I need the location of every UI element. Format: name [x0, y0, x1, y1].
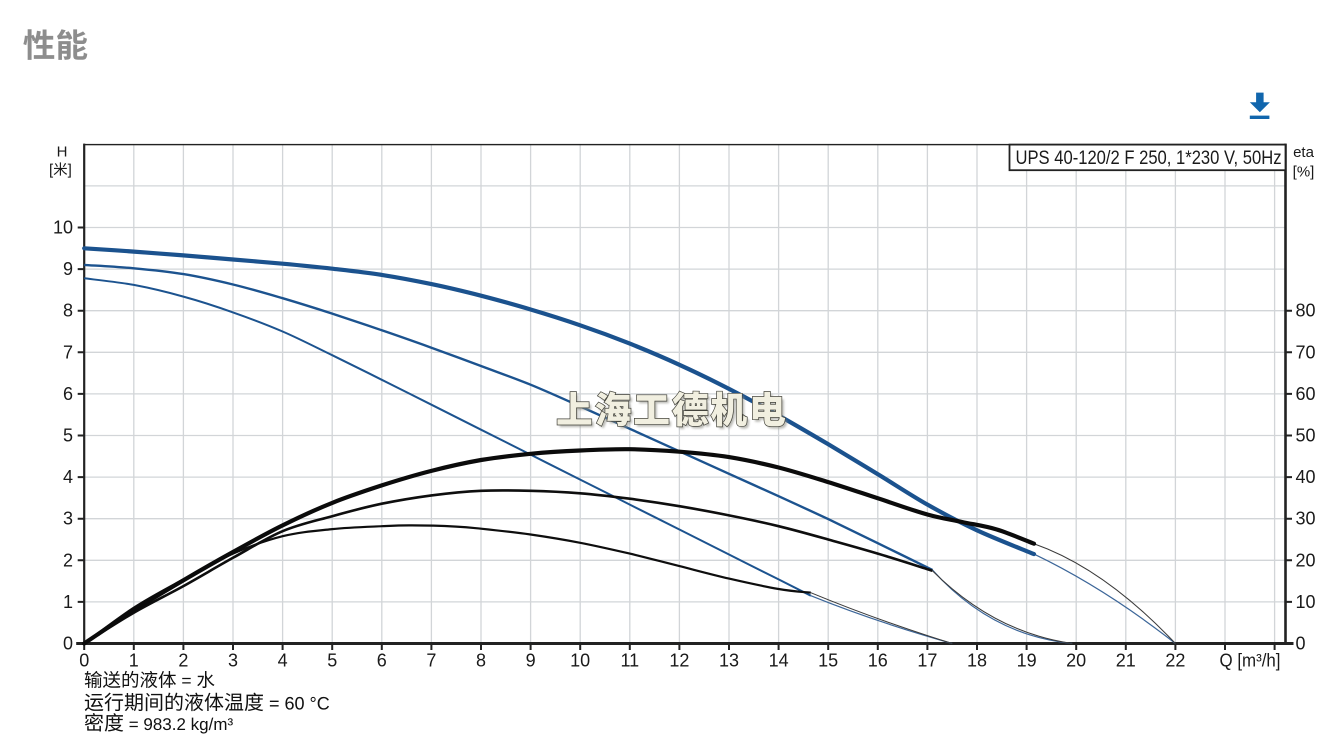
svg-text:40: 40 [1296, 467, 1316, 487]
svg-text:15: 15 [818, 651, 838, 671]
svg-text:3: 3 [228, 651, 238, 671]
svg-text:16: 16 [868, 651, 888, 671]
svg-text:22: 22 [1165, 651, 1185, 671]
svg-text:10: 10 [570, 651, 590, 671]
svg-text:9: 9 [63, 259, 73, 279]
svg-text:4: 4 [278, 651, 288, 671]
svg-text:11: 11 [620, 651, 639, 671]
svg-text:8: 8 [63, 301, 73, 321]
svg-text:[%]: [%] [1293, 164, 1315, 181]
svg-text:60: 60 [1296, 384, 1316, 404]
svg-text:30: 30 [1296, 509, 1316, 529]
svg-text:0: 0 [1296, 634, 1306, 654]
svg-text:2: 2 [178, 651, 188, 671]
svg-text:4: 4 [63, 467, 73, 487]
svg-text:0: 0 [63, 634, 73, 654]
svg-text:19: 19 [1017, 651, 1037, 671]
svg-text:Q [m³/h]: Q [m³/h] [1220, 651, 1281, 671]
svg-text:7: 7 [426, 651, 436, 671]
svg-text:1: 1 [63, 592, 73, 612]
svg-text:1: 1 [129, 651, 139, 671]
svg-text:80: 80 [1296, 301, 1316, 321]
svg-text:9: 9 [526, 651, 536, 671]
svg-text:14: 14 [769, 651, 789, 671]
svg-text:2: 2 [63, 550, 73, 570]
svg-text:13: 13 [719, 651, 739, 671]
svg-text:0: 0 [79, 651, 89, 671]
svg-text:10: 10 [1296, 592, 1316, 612]
svg-text:3: 3 [63, 509, 73, 529]
svg-text:5: 5 [327, 651, 337, 671]
svg-text:21: 21 [1116, 651, 1136, 671]
svg-text:10: 10 [53, 218, 73, 238]
svg-text:70: 70 [1296, 342, 1316, 362]
svg-text:eta: eta [1293, 144, 1315, 161]
svg-text:8: 8 [476, 651, 486, 671]
svg-text:6: 6 [377, 651, 387, 671]
svg-text:7: 7 [63, 342, 73, 362]
svg-text:UPS 40-120/2 F 250, 1*230 V, 5: UPS 40-120/2 F 250, 1*230 V, 50Hz [1016, 147, 1282, 169]
svg-text:50: 50 [1296, 426, 1316, 446]
svg-text:20: 20 [1296, 550, 1316, 570]
svg-text:6: 6 [63, 384, 73, 404]
svg-text:12: 12 [669, 651, 689, 671]
svg-text:17: 17 [917, 651, 937, 671]
svg-text:20: 20 [1066, 651, 1086, 671]
svg-text:H: H [57, 144, 68, 161]
svg-text:18: 18 [967, 651, 987, 671]
svg-text:5: 5 [63, 426, 73, 446]
